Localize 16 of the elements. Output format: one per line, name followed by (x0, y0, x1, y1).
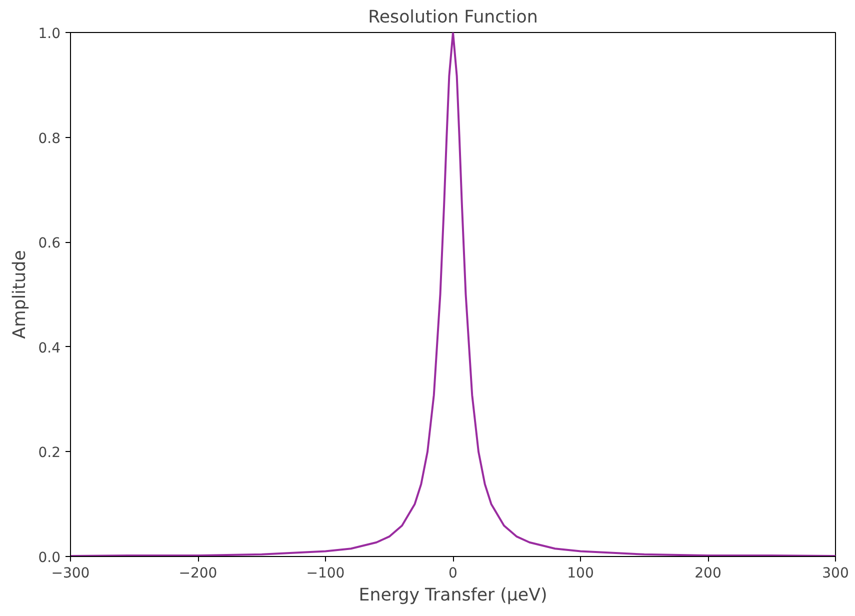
x-tick-label: −200 (178, 566, 218, 582)
x-tick-label: 300 (822, 566, 849, 582)
x-tick-label: 200 (694, 566, 722, 582)
x-axis-title: Energy Transfer (μeV) (358, 586, 548, 606)
x-tick-label: 100 (567, 566, 594, 582)
x-tick-label: −300 (51, 566, 90, 582)
y-tick-label: 0.2 (38, 445, 60, 462)
y-tick-label: 0.8 (38, 130, 60, 147)
y-tick-label: 0.4 (38, 340, 61, 356)
x-tick-label: −100 (306, 566, 345, 582)
chart-title: Resolution Function (368, 8, 538, 28)
y-tick-label: 1.0 (38, 26, 60, 42)
y-axis-title: Amplitude (10, 250, 30, 339)
x-tick-label: 0 (448, 566, 458, 582)
y-tick-label: 0.6 (38, 236, 61, 252)
y-tick-label: 0.0 (38, 550, 60, 566)
